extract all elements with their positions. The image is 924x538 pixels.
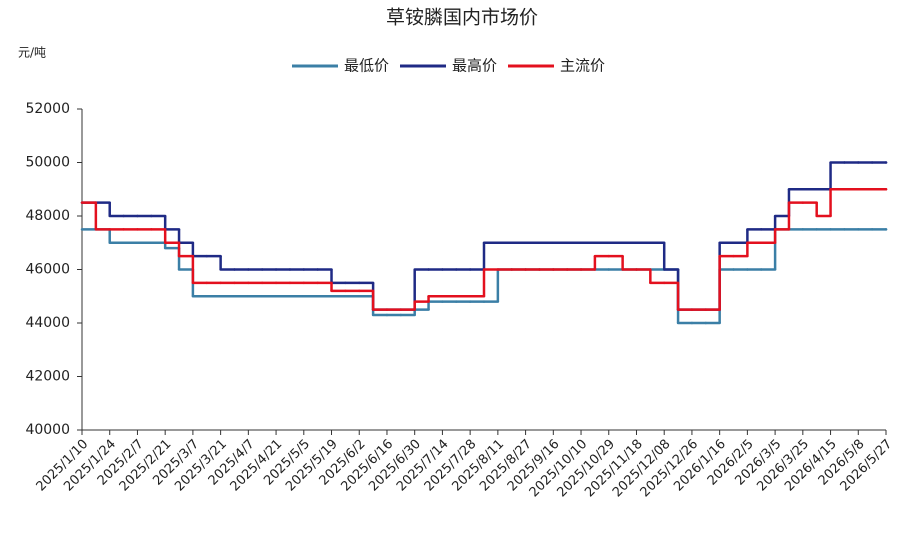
y-tick-label: 44000 [25, 315, 70, 331]
legend-label: 最低价 [344, 57, 389, 75]
y-tick-label: 46000 [25, 262, 70, 278]
y-axis-unit: 元/吨 [18, 46, 46, 60]
y-tick-label: 48000 [25, 208, 70, 224]
y-tick-label: 40000 [25, 422, 70, 438]
y-tick-label: 52000 [25, 101, 70, 117]
legend-label: 主流价 [560, 57, 605, 75]
chart-title: 草铵膦国内市场价 [386, 7, 538, 29]
y-tick-label: 50000 [25, 155, 70, 171]
y-tick-label: 42000 [25, 369, 70, 385]
legend-label: 最高价 [452, 57, 497, 75]
